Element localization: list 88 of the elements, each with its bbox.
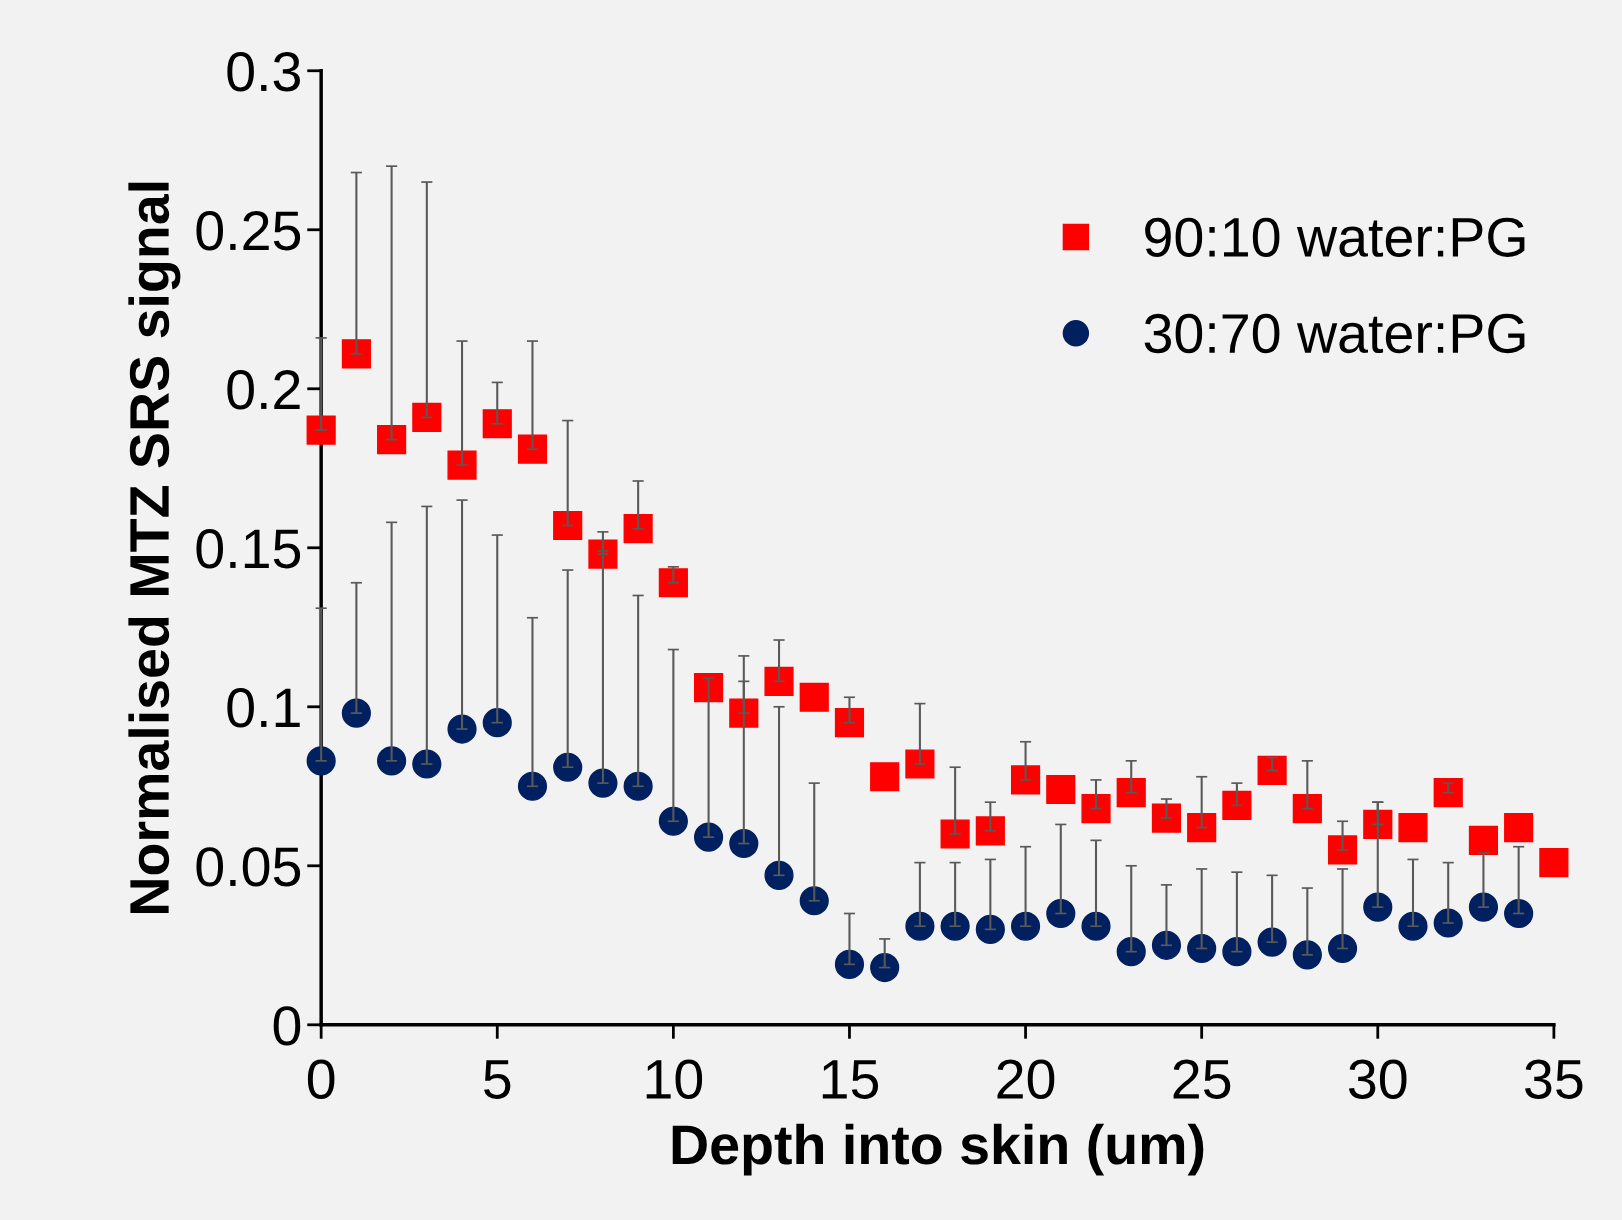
point (1257, 927, 1287, 957)
point (1222, 790, 1252, 820)
point (799, 682, 829, 712)
point (1363, 892, 1393, 922)
point (306, 415, 336, 445)
point (658, 568, 688, 598)
x-tick-label: 0 (307, 1059, 335, 1099)
point (1292, 793, 1322, 824)
point (412, 402, 442, 432)
point (588, 768, 618, 798)
y-tick-label: 0.2 (227, 370, 300, 410)
point (764, 860, 794, 890)
point (377, 746, 407, 776)
point (1151, 930, 1182, 960)
point (1327, 835, 1358, 865)
y-tick-label: 0.1 (227, 688, 300, 728)
point (553, 752, 583, 782)
point (1468, 892, 1499, 922)
point (940, 819, 970, 849)
point (553, 510, 583, 541)
y-tick-label: 0.15 (196, 529, 301, 569)
point (1433, 778, 1463, 808)
point (623, 514, 653, 544)
point (975, 914, 1005, 944)
x-tick-label: 35 (1525, 1059, 1583, 1099)
point (1187, 933, 1217, 964)
point (658, 806, 688, 836)
point (1187, 813, 1217, 843)
point (1504, 898, 1534, 929)
point (377, 425, 407, 455)
y-tick-label: 0 (273, 1006, 301, 1046)
point (1116, 937, 1146, 967)
point (1292, 940, 1322, 970)
point (693, 822, 724, 852)
point (1504, 813, 1534, 843)
x-tick-label: 5 (484, 1060, 511, 1099)
x-tick-label: 30 (1349, 1059, 1407, 1099)
y-tick-label: 0.25 (196, 211, 301, 251)
point (517, 434, 548, 464)
point (1010, 911, 1041, 941)
x-tick-label: 10 (646, 1059, 703, 1099)
point (940, 911, 970, 941)
point (341, 698, 371, 728)
point (1010, 765, 1041, 795)
x-tick-label: 15 (822, 1060, 879, 1099)
point (764, 666, 794, 696)
x-tick-label: 25 (1173, 1059, 1231, 1099)
y-axis-title: Normalised MTZ SRS signal (128, 182, 181, 913)
point (834, 949, 865, 979)
point (1046, 774, 1076, 805)
point (1151, 803, 1182, 833)
point (1081, 793, 1111, 824)
point (1116, 778, 1146, 808)
point (1468, 825, 1499, 855)
point (905, 749, 935, 779)
point (306, 746, 336, 776)
point (447, 450, 477, 480)
legend-label: 30:70 water:PG (1144, 313, 1525, 354)
x-tick-label: 20 (997, 1059, 1055, 1099)
point (1081, 911, 1111, 941)
y-tick-label: 0.05 (196, 847, 301, 887)
point (1539, 848, 1569, 878)
point (729, 698, 759, 728)
point (1257, 755, 1287, 785)
point (447, 714, 477, 744)
point (412, 749, 442, 779)
point (1398, 813, 1428, 843)
point (482, 708, 512, 738)
point (975, 816, 1005, 846)
point (870, 952, 900, 983)
point (1327, 933, 1358, 964)
point (1398, 911, 1428, 941)
point (482, 409, 512, 439)
point (729, 828, 759, 859)
point (834, 708, 865, 738)
point (905, 911, 935, 941)
point (623, 771, 653, 801)
point (341, 339, 371, 369)
point (799, 886, 829, 916)
y-tick-label: 0.3 (227, 52, 300, 92)
point (1222, 937, 1252, 967)
point (693, 673, 724, 703)
point (1363, 809, 1393, 840)
point (870, 762, 900, 792)
legend-label: 90:10 water:PG (1145, 217, 1525, 257)
point (1433, 908, 1463, 938)
x-axis-title: Depth into skin (um) (672, 1123, 1204, 1176)
point (1046, 898, 1076, 929)
